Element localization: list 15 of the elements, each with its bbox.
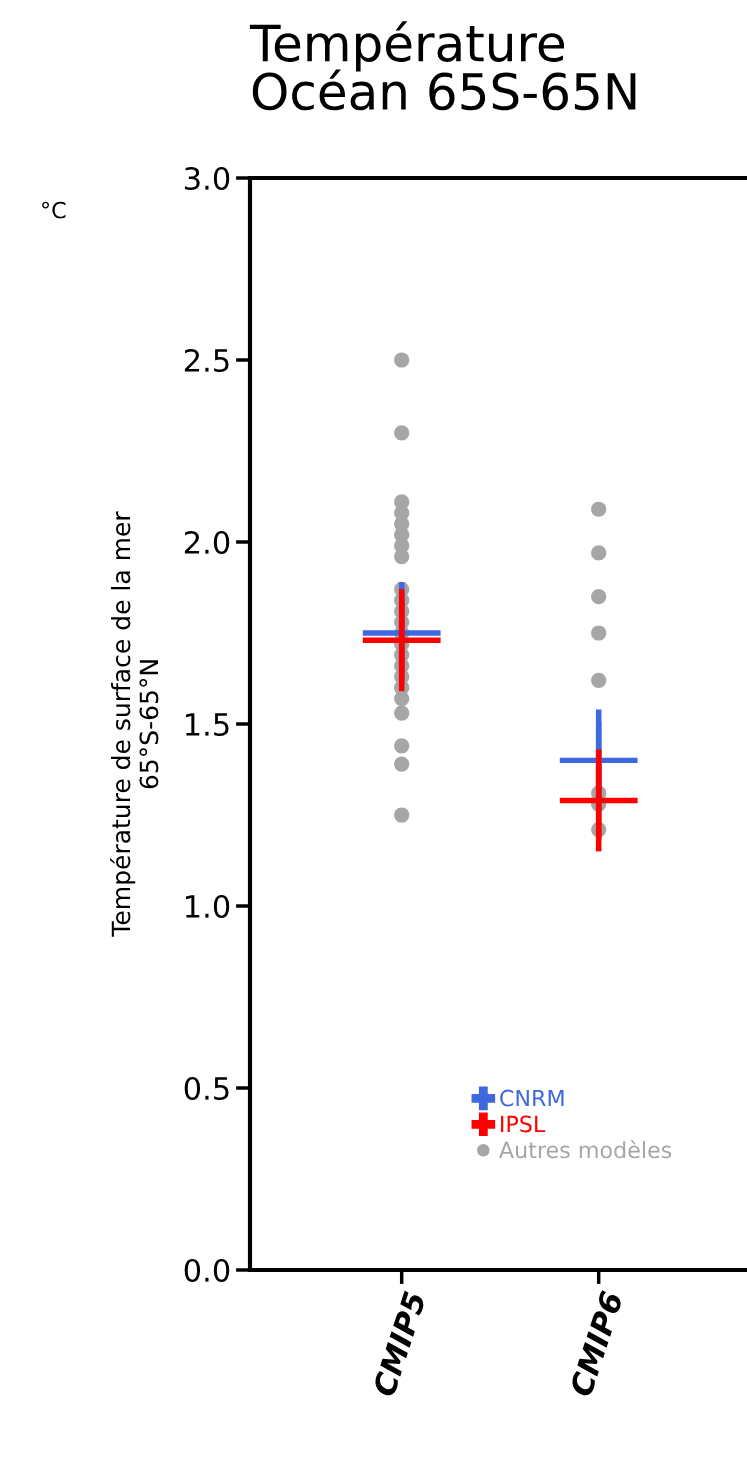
y-tick-label: 0.5: [184, 1076, 229, 1101]
y-tick-label: 1.5: [186, 713, 229, 737]
text: °C: [42, 201, 66, 219]
y-tick-label: 3.0: [184, 166, 230, 191]
y-axis-title: Température de surface de la mer 65°S-65°N: [110, 511, 159, 937]
chart-title: Température Océan 65S-65N: [249, 21, 636, 111]
legend-label: CNRM: [500, 1089, 564, 1107]
legend-label: Autres modèles: [499, 1140, 672, 1159]
y-tick-label: 1.0: [186, 894, 230, 919]
legend-label: IPSL: [501, 1115, 546, 1133]
x-tick-label: CMIP5: [371, 1290, 427, 1398]
x-tick-label: CMIP6: [568, 1289, 624, 1398]
y-tick-label: 2.5: [184, 348, 229, 373]
y-tick-label: 0.0: [184, 1258, 230, 1283]
y-tick-label: 2.0: [184, 530, 230, 555]
